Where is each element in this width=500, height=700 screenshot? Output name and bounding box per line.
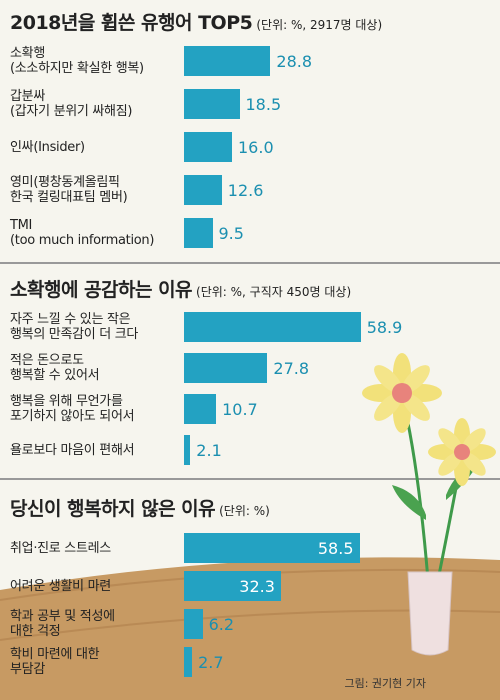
chart3-bar	[184, 533, 360, 563]
chart1-category-label: 소확행 (소소하지만 확실한 행복)	[10, 46, 144, 76]
vase	[407, 571, 453, 656]
flower-1	[362, 353, 442, 433]
chart3-value-label: 6.2	[208, 614, 235, 634]
chart2-value-label: 58.9	[366, 317, 403, 337]
chart2-value-label: 10.7	[222, 399, 258, 419]
chart1-category-label: 갑분싸 (갑자기 분위기 싸해짐)	[10, 89, 133, 119]
chart3-value-label: 58.5	[317, 538, 354, 558]
chart3-bar	[184, 609, 203, 639]
chart1-value-label: 12.6	[227, 180, 264, 200]
chart3-category-label: 학비 마련에 대한 부담감	[10, 647, 100, 677]
illustration-credit: 그림: 권기현 기자	[344, 677, 426, 690]
chart2-bar	[184, 353, 268, 383]
chart2-title: 소확행에 공감하는 이유 (단위: %, 구직자 450명 대상)	[10, 275, 351, 302]
chart3-unit-note: (단위: %)	[219, 504, 270, 518]
chart1-bar	[184, 218, 213, 248]
chart1-category-label: 인싸(Insider)	[10, 139, 85, 155]
divider-1	[0, 262, 500, 264]
chart3-value-label: 32.3	[239, 576, 275, 596]
chart2-value-label: 27.8	[273, 358, 310, 378]
chart2-unit-note: (단위: %, 구직자 450명 대상)	[196, 285, 352, 299]
chart2-bar	[184, 394, 217, 424]
leaf	[392, 485, 426, 520]
chart1-unit-note: (단위: %, 2917명 대상)	[256, 18, 383, 32]
chart1-bar	[184, 175, 222, 205]
flower-2	[428, 418, 496, 486]
chart2-category-label: 행복을 위해 무언가를 포기하지 않아도 되어서	[10, 394, 135, 424]
chart2-category-label: 적은 돈으로도 행복할 수 있어서	[10, 353, 100, 383]
chart2-bar	[184, 435, 191, 465]
chart1-value-label: 9.5	[218, 223, 244, 243]
chart1-category-label: 영미(평창동계올림픽 한국 컬링대표팀 멤버)	[10, 175, 128, 205]
chart3-bar	[184, 647, 193, 677]
chart3-category-label: 취업·진로 스트레스	[10, 540, 111, 556]
chart1-value-label: 16.0	[238, 137, 274, 157]
chart2-bar	[184, 312, 361, 342]
table-surface	[0, 557, 500, 700]
chart1-bar	[184, 89, 240, 119]
divider-2	[0, 478, 500, 480]
chart2-title-text: 소확행에 공감하는 이유	[10, 279, 193, 301]
chart1-bar	[184, 46, 271, 76]
chart1-title: 2018년을 휩쓴 유행어 TOP5 (단위: %, 2917명 대상)	[10, 8, 382, 35]
chart1-value-label: 18.5	[245, 94, 282, 114]
chart3-category-label: 학과 공부 및 적성에 대한 걱정	[10, 609, 115, 639]
chart2-value-label: 2.1	[196, 440, 222, 460]
chart3-category-label: 어려운 생활비 마련	[10, 578, 111, 594]
chart2-category-label: 자주 느낄 수 있는 작은 행복의 만족감이 더 크다	[10, 312, 139, 342]
chart1-category-label: TMI (too much information)	[10, 218, 155, 248]
chart1-value-label: 28.8	[276, 51, 313, 71]
chart3-bar	[184, 571, 281, 601]
chart1-bar	[184, 132, 232, 162]
chart1-title-text: 2018년을 휩쓴 유행어 TOP5	[10, 12, 253, 34]
chart3-title-text: 당신이 행복하지 않은 이유	[10, 498, 216, 520]
chart3-title: 당신이 행복하지 않은 이유 (단위: %)	[10, 494, 270, 521]
chart2-category-label: 욜로보다 마음이 편해서	[10, 442, 135, 458]
chart3-value-label: 2.7	[198, 652, 224, 672]
